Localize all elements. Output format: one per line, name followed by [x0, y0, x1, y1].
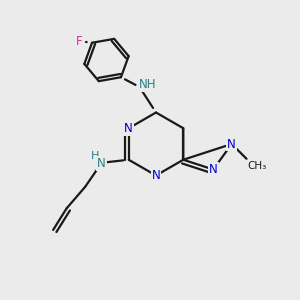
Text: H: H: [91, 151, 99, 161]
Text: N: N: [97, 157, 106, 170]
Text: NH: NH: [139, 78, 157, 91]
Text: N: N: [152, 169, 160, 182]
Text: F: F: [76, 35, 83, 48]
Text: CH₃: CH₃: [247, 161, 267, 171]
Text: N: N: [124, 122, 133, 135]
Text: N: N: [209, 163, 218, 176]
Text: N: N: [227, 137, 236, 151]
